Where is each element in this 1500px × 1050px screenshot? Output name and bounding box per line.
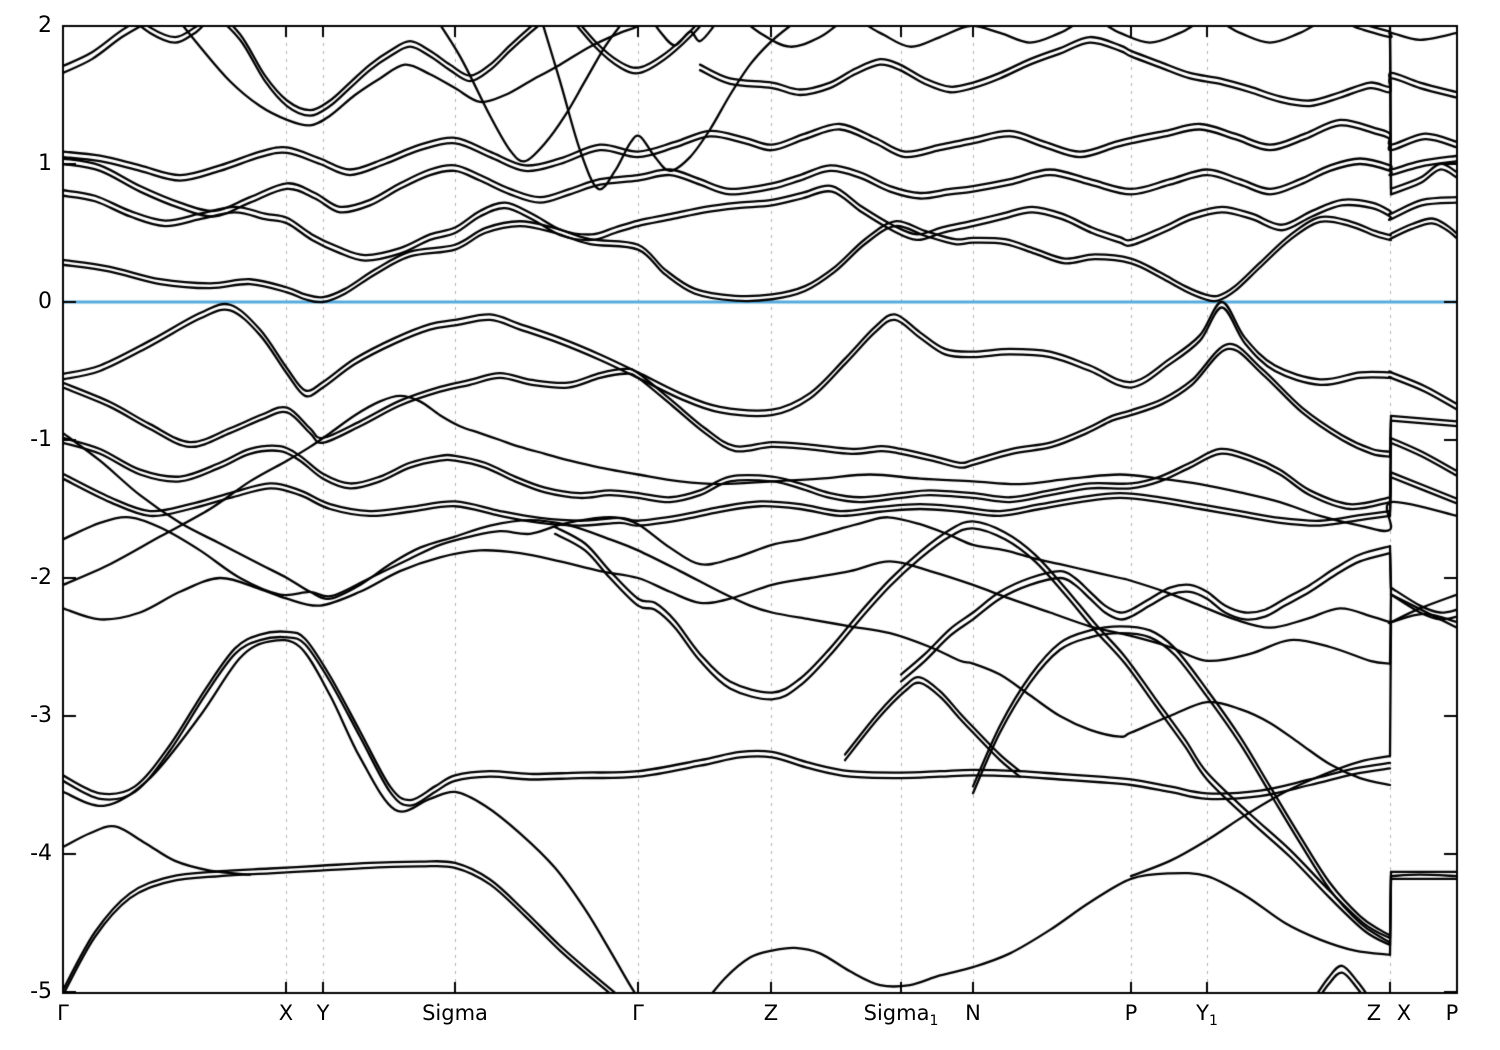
band-structure-figure: 2 1 0 -1 -2 -3 -4 -5 Γ X Y Sigma Γ Z Sigma1 N P Y1 Z X P <box>0 0 1500 1050</box>
band-plot-canvas <box>0 0 1500 1050</box>
